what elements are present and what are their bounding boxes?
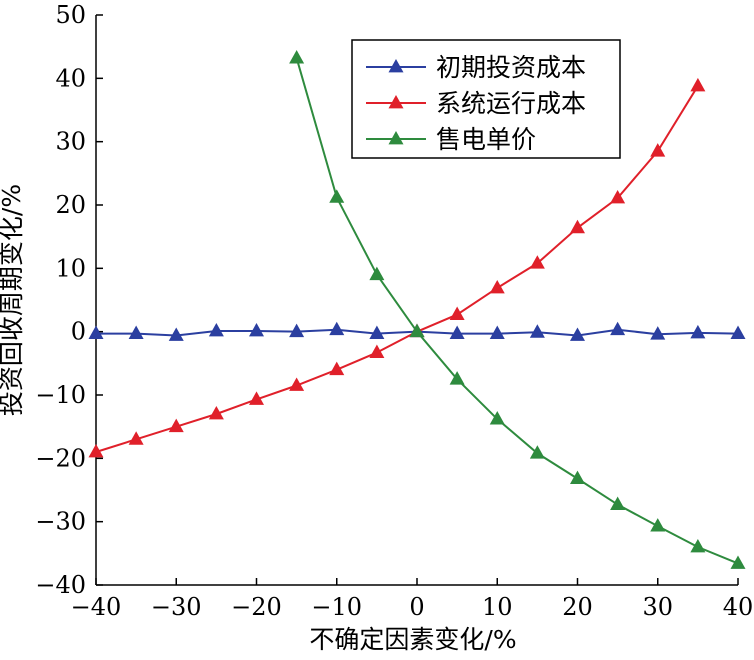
data-point (569, 470, 586, 484)
data-point (690, 324, 706, 339)
y-tick-label: −40 (35, 571, 86, 599)
data-point (128, 431, 144, 445)
data-point (610, 190, 626, 204)
data-point (168, 418, 184, 433)
x-tick-label: −40 (71, 593, 122, 621)
series-1 (88, 321, 746, 341)
data-point (690, 538, 706, 553)
series-2 (88, 77, 706, 458)
legend-marker (388, 130, 404, 145)
data-point (289, 50, 305, 64)
data-point (569, 327, 586, 341)
data-point (369, 325, 385, 339)
data-point (529, 324, 545, 338)
x-tick-label: 20 (562, 593, 593, 621)
y-tick-label: 40 (55, 64, 86, 92)
data-point (489, 325, 505, 339)
data-point (690, 77, 706, 92)
data-point (88, 325, 104, 339)
data-point (610, 321, 626, 336)
series-layer (88, 50, 746, 569)
data-point (610, 496, 626, 510)
legend-item: 系统运行成本 (366, 89, 586, 118)
y-tick-label: 0 (71, 318, 86, 346)
data-point (449, 325, 465, 339)
x-tick-label: 30 (642, 593, 673, 621)
data-point (650, 143, 666, 157)
data-point (730, 325, 746, 339)
legend-label: 系统运行成本 (436, 89, 586, 118)
data-point (489, 411, 505, 425)
data-point (409, 323, 425, 338)
data-point (208, 405, 224, 420)
y-tick-label: 10 (55, 254, 86, 282)
data-point (489, 279, 505, 294)
data-point (369, 266, 385, 281)
series-line (95, 85, 699, 453)
x-tick-label: −10 (311, 593, 362, 621)
legend-marker (388, 94, 404, 109)
legend-label: 初期投资成本 (436, 53, 586, 82)
data-point (329, 321, 345, 336)
data-point (650, 518, 666, 532)
data-point (289, 323, 305, 338)
data-point (329, 361, 345, 376)
y-axis-title: 投资回收周期变化/% (0, 184, 26, 416)
data-point (248, 391, 265, 405)
x-tick-label: 40 (723, 593, 754, 621)
data-point (529, 255, 545, 269)
legend-marker (388, 58, 404, 73)
data-point (449, 371, 465, 385)
data-point (650, 326, 666, 340)
data-point (329, 189, 345, 203)
data-point (208, 323, 224, 337)
data-point (88, 443, 104, 458)
data-point (128, 325, 144, 339)
legend-item: 初期投资成本 (366, 53, 586, 82)
data-point (529, 445, 545, 459)
y-tick-label: 30 (55, 128, 86, 156)
data-point (569, 219, 586, 234)
y-tick-label: −20 (35, 444, 86, 472)
data-point (289, 377, 305, 391)
series-3 (289, 50, 746, 569)
series-line (295, 57, 739, 565)
data-point (449, 306, 465, 320)
data-point (168, 327, 184, 341)
data-point (730, 555, 746, 569)
y-tick-label: −10 (35, 381, 86, 409)
legend-label: 售电单价 (436, 125, 536, 154)
x-tick-label: 0 (409, 593, 424, 621)
axes: −40 −30 −20 −10 0 10 20 30 40 −40 −30 −20 −10 0 10 20 30… (35, 1, 753, 621)
x-tick-label: 10 (482, 593, 513, 621)
y-tick-label: −30 (35, 508, 86, 536)
data-point (248, 323, 265, 337)
x-tick-label: −20 (231, 593, 282, 621)
data-point (369, 344, 385, 358)
x-axis-title: 不确定因素变化/% (309, 625, 516, 654)
x-tick-label: −30 (151, 593, 202, 621)
legend-item: 售电单价 (366, 125, 536, 154)
y-tick-label: 50 (55, 1, 86, 29)
y-tick-label: 20 (55, 191, 86, 219)
